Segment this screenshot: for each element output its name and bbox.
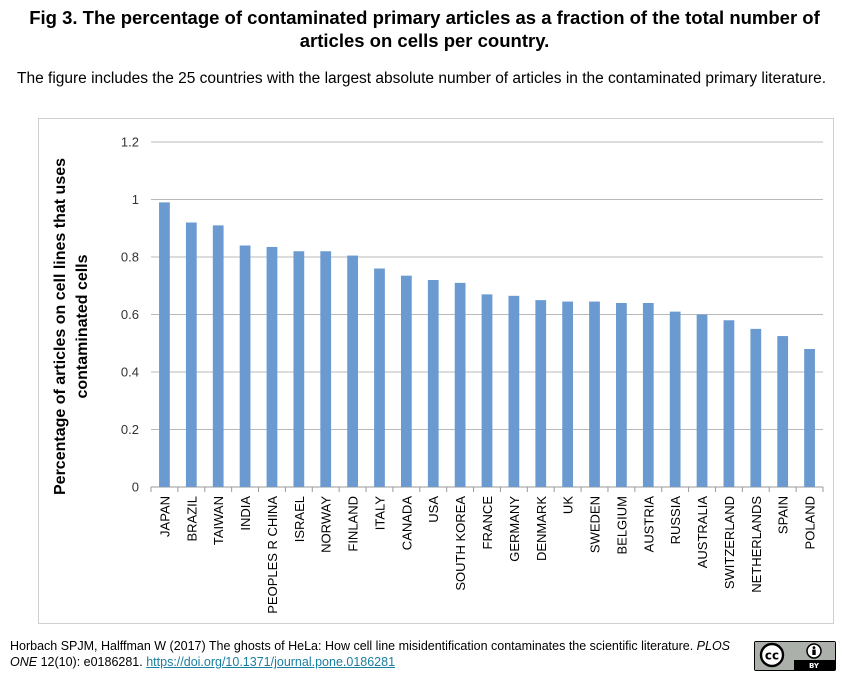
- y-axis-title-line: Percentage of articles on cell lines tha…: [52, 158, 69, 495]
- bar-switzerland: [723, 320, 735, 487]
- bar-australia: [696, 314, 708, 487]
- cc-label: cc: [765, 649, 779, 663]
- y-tick-label: 1: [132, 192, 139, 207]
- by-label: BY: [809, 662, 820, 670]
- x-tick-label: SOUTH KOREA: [453, 496, 468, 591]
- x-tick-label: GERMANY: [507, 496, 522, 562]
- x-tick-label: ITALY: [372, 496, 387, 531]
- figure-caption: The figure includes the 25 countries wit…: [17, 70, 827, 87]
- x-tick-label: RUSSIA: [668, 496, 683, 545]
- bar-germany: [508, 295, 520, 487]
- bar-uk: [562, 301, 574, 487]
- x-tick-label: NORWAY: [319, 496, 334, 553]
- bar-peoples-r-china: [266, 246, 278, 487]
- x-tick-label: AUSTRIA: [641, 496, 656, 553]
- x-tick-label: BRAZIL: [184, 496, 199, 542]
- bar-denmark: [535, 300, 547, 487]
- x-tick-label: CANADA: [399, 496, 414, 551]
- x-tick-label: JAPAN: [157, 496, 172, 537]
- bar-canada: [400, 275, 412, 487]
- journal-name: PLOS ONE: [10, 639, 731, 669]
- bar-chart: 0 0.2 0.4 0.6 0.8 1 1.2 JAPAN BRAZIL TAIWAN INDIA P…: [52, 135, 824, 614]
- bar-france: [481, 294, 493, 487]
- bar-usa: [427, 280, 439, 487]
- y-tick-label: 0: [132, 480, 139, 495]
- x-tick-label: UK: [561, 496, 576, 514]
- x-tick-label: SPAIN: [776, 496, 791, 534]
- x-tick-label: NETHERLANDS: [749, 496, 764, 593]
- bar-taiwan: [212, 225, 224, 487]
- bar-austria: [642, 303, 654, 487]
- bar-poland: [804, 349, 815, 487]
- bar-italy: [374, 268, 385, 487]
- citation: Horbach SPJM, Halffman W (2017) The ghos…: [10, 638, 745, 670]
- y-tick-label: 0.4: [121, 365, 139, 380]
- x-tick-label: AUSTRALIA: [695, 496, 710, 569]
- x-tick-label: BELGIUM: [614, 496, 629, 555]
- bar-south-korea: [454, 282, 466, 487]
- chart-frame: 0 0.2 0.4 0.6 0.8 1 1.2 JAPAN BRAZIL TAIWAN INDIA P…: [38, 118, 834, 624]
- x-tick-label: INDIA: [238, 496, 253, 531]
- bar-spain: [777, 336, 789, 487]
- bar-netherlands: [750, 328, 762, 487]
- doi-link[interactable]: https://doi.org/10.1371/journal.pone.018…: [146, 655, 396, 669]
- cc-by-license-badge[interactable]: cc BY: [754, 641, 836, 671]
- bar-norway: [320, 251, 332, 487]
- bar-israel: [293, 251, 305, 487]
- x-tick-label: SWEDEN: [588, 496, 603, 553]
- bar-india: [239, 245, 251, 487]
- x-tick-label: ISRAEL: [292, 496, 307, 542]
- bar-russia: [669, 311, 681, 487]
- x-tick-label: FINLAND: [346, 496, 361, 552]
- x-tick-label: DENMARK: [534, 496, 549, 561]
- figure-title: Fig 3. The percentage of contaminated pr…: [29, 7, 820, 51]
- bar-finland: [347, 255, 358, 487]
- bar-japan: [159, 202, 170, 487]
- bar-sweden: [589, 301, 600, 487]
- x-tick-label: FRANCE: [480, 496, 495, 550]
- y-tick-label: 0.6: [121, 307, 139, 322]
- y-tick-label: 0.2: [121, 422, 139, 437]
- y-tick-label: 0.8: [121, 250, 139, 265]
- x-tick-label: PEOPLES R CHINA: [265, 496, 280, 614]
- bar-belgium: [616, 303, 627, 487]
- x-tick-label: USA: [426, 496, 441, 523]
- citation-volume: 12(10): e0186281.: [37, 655, 147, 669]
- y-axis-title-line: contaminated cells: [74, 254, 91, 398]
- cc-by-icon: cc BY: [759, 642, 835, 670]
- x-tick-label: SWITZERLAND: [722, 496, 737, 589]
- x-tick-label: TAIWAN: [211, 496, 226, 545]
- bar-brazil: [185, 222, 197, 487]
- cc-circle-icon: [759, 642, 785, 668]
- citation-text: Horbach SPJM, Halffman W (2017) The ghos…: [10, 639, 697, 653]
- x-tick-label: POLAND: [803, 496, 818, 549]
- y-tick-label: 1.2: [121, 135, 139, 150]
